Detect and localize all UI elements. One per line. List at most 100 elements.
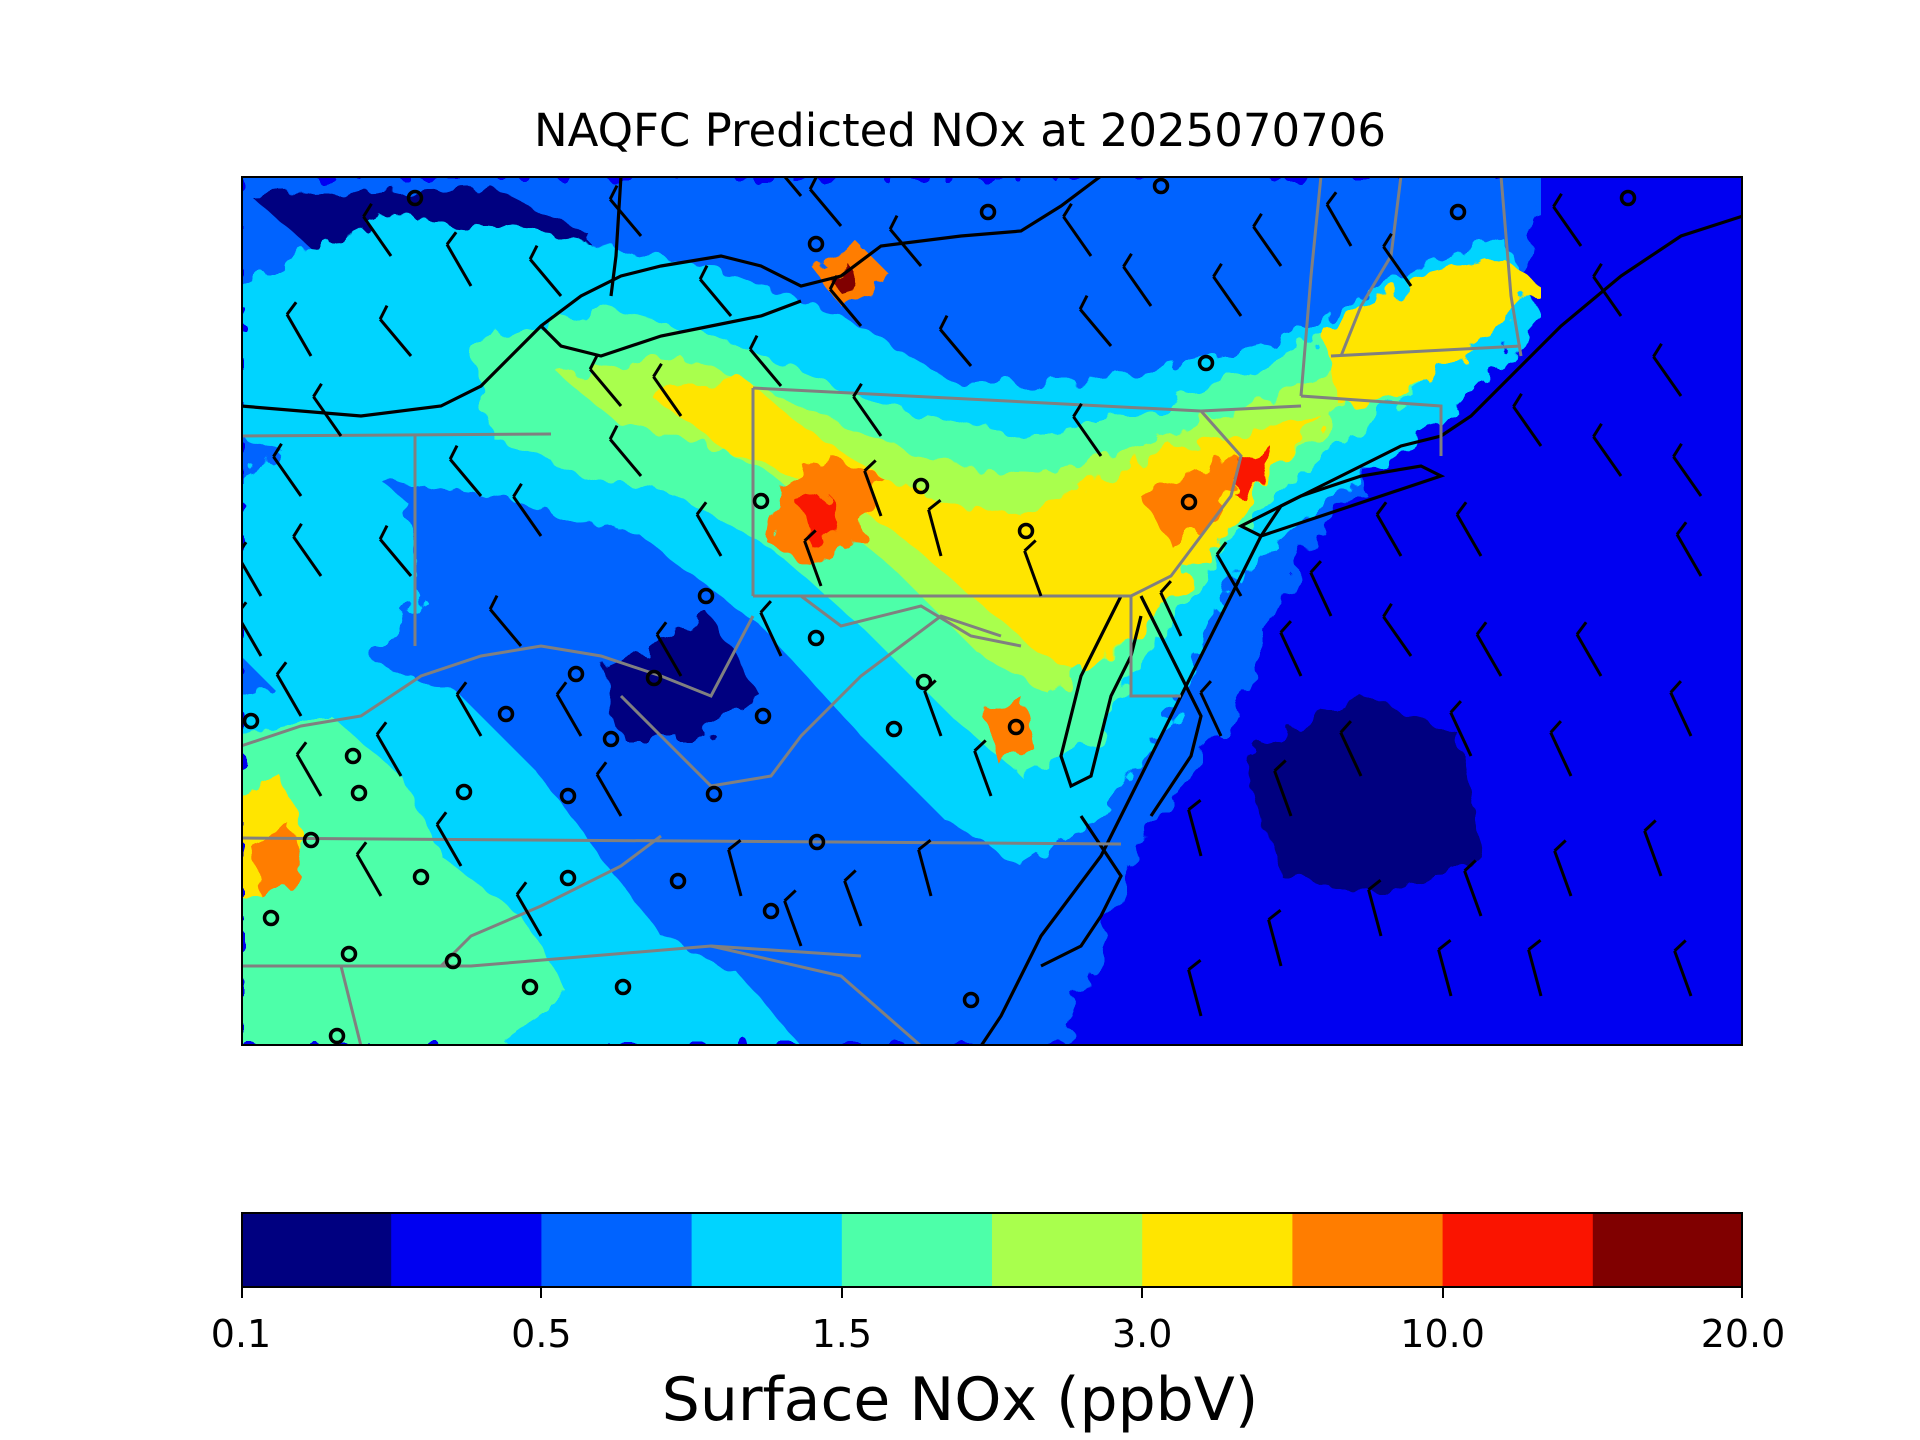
wind-barb: [1325, 191, 1353, 247]
wind-barb: [435, 811, 463, 867]
wind-barb: [292, 522, 323, 577]
wind-barb: [803, 529, 823, 587]
monitor-site-marker: [521, 978, 539, 996]
monitor-site-marker: [602, 730, 620, 748]
border-ma-north: [1330, 344, 1522, 358]
wind-barb: [295, 741, 323, 797]
wind-barb: [1592, 262, 1623, 317]
monitor-site-marker: [962, 991, 980, 1009]
wind-barb: [1072, 402, 1103, 457]
wind-barb: [1187, 959, 1203, 1017]
monitor-site-marker: [979, 203, 997, 221]
colorbar-tick-mark-below: [1141, 1288, 1144, 1298]
wind-barb: [362, 202, 393, 257]
colorbar-tick-label: 10.0: [1400, 1312, 1485, 1356]
wind-barb: [917, 839, 933, 897]
wind-barb: [1675, 521, 1703, 577]
wind-barb: [1673, 939, 1693, 997]
chart-title: NAQFC Predicted NOx at 2025070706: [533, 104, 1387, 157]
wind-barb: [512, 482, 543, 537]
wind-barb: [1455, 501, 1483, 557]
monitor-site-marker: [885, 720, 903, 738]
coast-lake-champlain: [609, 176, 623, 297]
wind-barb: [888, 214, 923, 267]
wind-barb: [1449, 700, 1473, 757]
monitor-site-marker: [669, 872, 687, 890]
wind-barb: [1475, 621, 1503, 677]
border-pa-ny: [752, 386, 1202, 413]
border-nh-me: [1499, 176, 1523, 357]
monitor-site-marker: [645, 669, 663, 687]
wind-barb: [595, 761, 623, 817]
coast-lake-shore: [539, 299, 802, 358]
monitor-site-marker: [567, 665, 585, 683]
monitor-site-marker: [912, 477, 930, 495]
border-wv-md: [800, 594, 1022, 648]
monitor-site-marker: [1449, 203, 1467, 221]
monitor-site-marker: [242, 712, 260, 730]
border-ohio-river: [241, 615, 755, 748]
wind-barb: [1527, 939, 1543, 997]
colorbar-tick-mark-below: [840, 1288, 843, 1298]
wind-barb: [1643, 819, 1663, 877]
wind-barb: [1382, 232, 1413, 287]
monitor-site-marker: [807, 235, 825, 253]
monitor-site-marker: [328, 1027, 346, 1045]
coast-nc-sounds: [1040, 815, 1123, 968]
colorbar-tick-label: 3.0: [1111, 1312, 1173, 1356]
wind-barb: [1212, 262, 1243, 317]
wind-barb: [1672, 442, 1703, 497]
wind-barb: [1122, 252, 1153, 307]
wind-barb: [1549, 720, 1573, 777]
wind-barb: [927, 499, 943, 557]
wind-barb: [1199, 680, 1223, 737]
wind-barb: [1437, 939, 1453, 997]
monitor-site-marker: [1152, 177, 1170, 195]
colorbar-frame: [241, 1212, 1743, 1288]
wind-barb: [1512, 392, 1543, 447]
monitor-site-marker: [302, 831, 320, 849]
wind-barb: [852, 382, 883, 437]
state-boundaries: [241, 176, 1523, 1046]
monitor-sites: [242, 177, 1637, 1045]
field-dark-east: [1241, 696, 1481, 896]
colorbar-tick-mark-below: [1741, 1288, 1743, 1298]
border-vt-nh: [1339, 176, 1403, 357]
wind-barb: [863, 459, 883, 517]
border-va-nc: [241, 836, 1122, 846]
colorbar-tick-mark-below: [241, 1288, 243, 1298]
wind-barb: [695, 501, 723, 557]
monitor-site-marker: [455, 783, 473, 801]
wind-barb: [1309, 560, 1333, 617]
field-cyan-2: [241, 436, 421, 696]
wind-barb: [1267, 909, 1283, 967]
wind-barb: [1279, 620, 1303, 677]
colorbar-tick-label: 1.5: [811, 1312, 873, 1356]
monitor-site-marker: [559, 869, 577, 887]
wind-barb: [528, 244, 563, 297]
wind-barb: [608, 424, 643, 477]
colorbar-segment: [1292, 1212, 1444, 1288]
monitor-site-marker: [1017, 522, 1035, 540]
wind-barb: [1062, 202, 1093, 257]
colorbar-segment: [1592, 1212, 1743, 1288]
wind-barb: [375, 721, 403, 777]
colorbar-segment: [241, 1212, 392, 1288]
monitor-site-marker: [406, 189, 424, 207]
coast-great-lakes: [241, 176, 1102, 418]
wind-barb: [973, 739, 993, 797]
monitor-site-marker: [807, 629, 825, 647]
monitor-site-marker: [754, 707, 772, 725]
wind-barb: [698, 264, 733, 317]
wind-barb: [515, 881, 543, 937]
border-ct-ma: [1300, 394, 1443, 456]
field-red-2: [1236, 446, 1271, 496]
colorbar-tick-label: 0.5: [511, 1312, 572, 1356]
colorbar-segment: [391, 1212, 542, 1288]
wind-barb: [1575, 621, 1603, 677]
wind-barb: [355, 841, 383, 897]
wind-barb: [488, 594, 523, 647]
colorbar-segment: [1142, 1212, 1293, 1288]
wind-barb: [285, 301, 313, 357]
monitor-site-marker: [497, 705, 515, 723]
